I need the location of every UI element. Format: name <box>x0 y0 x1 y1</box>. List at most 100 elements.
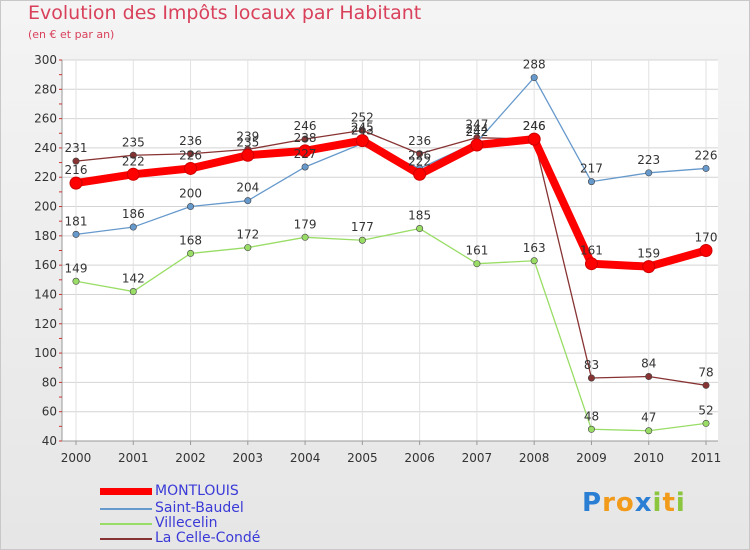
proxiti-logo: Proxiti <box>582 488 686 518</box>
y-tick-label: 120 <box>34 317 57 331</box>
data-point-saint-baudel <box>72 230 80 238</box>
y-tick-label: 260 <box>34 112 57 126</box>
data-label-villecelin: 185 <box>408 209 431 223</box>
logo-letter: t <box>662 488 676 518</box>
data-label-montlouis: 246 <box>523 119 546 133</box>
data-label-montlouis: 226 <box>179 148 202 162</box>
data-point-la-celle-conde <box>358 126 366 134</box>
data-label-villecelin: 48 <box>584 409 599 423</box>
data-point-villecelin <box>129 288 137 296</box>
data-label-la-celle-conde: 231 <box>65 141 88 155</box>
data-point-villecelin <box>473 260 481 268</box>
data-label-saint-baudel: 244 <box>465 122 488 136</box>
data-point-la-celle-conde <box>645 373 653 381</box>
data-point-villecelin <box>587 425 595 433</box>
data-label-villecelin: 149 <box>65 261 88 275</box>
data-label-montlouis: 235 <box>236 135 259 149</box>
data-label-villecelin: 179 <box>294 217 317 231</box>
x-tick-label: 2009 <box>576 451 607 465</box>
data-label-la-celle-conde: 236 <box>179 134 202 148</box>
data-point-villecelin <box>187 249 195 257</box>
data-label-villecelin: 177 <box>351 220 374 234</box>
data-label-saint-baudel: 186 <box>122 207 145 221</box>
chart-subtitle: (en € et par an) <box>28 28 115 41</box>
chart-title: Evolution des Impôts locaux par Habitant <box>28 2 422 24</box>
legend-item-montlouis: MONTLOUIS <box>100 483 320 499</box>
plot-area <box>62 60 718 441</box>
y-tick-label: 200 <box>34 200 57 214</box>
data-label-la-celle-conde: 246 <box>294 119 317 133</box>
legend-swatch-la-celle-conde <box>100 538 152 540</box>
data-point-montlouis <box>470 138 484 152</box>
data-label-montlouis: 245 <box>351 121 374 135</box>
data-point-montlouis <box>126 167 140 181</box>
legend-label-montlouis: MONTLOUIS <box>155 483 239 499</box>
y-tick-label: 160 <box>34 258 57 272</box>
data-label-saint-baudel: 181 <box>65 214 88 228</box>
data-label-saint-baudel: 227 <box>294 147 317 161</box>
x-tick-label: 2000 <box>61 451 92 465</box>
data-point-la-celle-conde <box>187 150 195 158</box>
data-label-saint-baudel: 226 <box>695 148 718 162</box>
data-label-montlouis: 216 <box>65 163 88 177</box>
data-point-villecelin <box>72 277 80 285</box>
data-point-saint-baudel <box>244 197 252 205</box>
y-tick-label: 180 <box>34 229 57 243</box>
data-label-la-celle-conde: 239 <box>236 129 259 143</box>
series-line-villecelin <box>75 227 707 432</box>
data-label-montlouis: 159 <box>637 247 660 261</box>
data-label-saint-baudel: 288 <box>523 58 546 72</box>
data-point-villecelin <box>244 244 252 252</box>
y-tick-label: 240 <box>34 141 57 155</box>
logo-letter: r <box>602 488 616 518</box>
data-point-saint-baudel <box>702 164 710 172</box>
series-line-montlouis <box>72 135 710 271</box>
legend-swatch-saint-baudel <box>100 508 152 510</box>
data-label-villecelin: 142 <box>122 272 145 286</box>
data-point-montlouis <box>584 257 598 271</box>
data-point-montlouis <box>241 148 255 162</box>
data-point-villecelin <box>530 257 538 265</box>
data-point-saint-baudel <box>301 163 309 171</box>
logo-letter: i <box>675 488 686 518</box>
y-tick-label: 40 <box>42 434 57 448</box>
y-tick-label: 220 <box>34 170 57 184</box>
data-point-montlouis <box>298 144 312 158</box>
data-label-villecelin: 163 <box>523 241 546 255</box>
legend-label-saint-baudel: Saint-Baudel <box>155 500 244 516</box>
data-point-saint-baudel <box>187 203 195 211</box>
data-point-la-celle-conde <box>587 374 595 382</box>
data-point-la-celle-conde <box>416 150 424 158</box>
legend-item-villecelin: Villecelin <box>100 515 320 531</box>
data-point-villecelin <box>645 427 653 435</box>
data-label-villecelin: 52 <box>698 403 713 417</box>
legend-label-la-celle-conde: La Celle-Condé <box>155 530 261 546</box>
x-tick-label: 2005 <box>347 451 378 465</box>
data-point-la-celle-conde <box>129 151 137 159</box>
data-point-montlouis <box>413 167 427 181</box>
data-label-la-celle-conde: 235 <box>122 135 145 149</box>
series-line-la-celle-conde <box>75 129 707 386</box>
data-label-villecelin: 47 <box>641 411 656 425</box>
logo-letter: P <box>582 488 603 518</box>
data-point-la-celle-conde <box>301 135 309 143</box>
data-point-montlouis <box>699 244 713 257</box>
line-chart: 40 60 80 100 120 140 160 180 200 220 240 260 280 300 2… <box>34 53 722 465</box>
data-label-saint-baudel: 226 <box>408 148 431 162</box>
data-point-montlouis <box>184 161 198 175</box>
x-tick-label: 2011 <box>691 451 722 465</box>
legend-swatch-villecelin <box>100 523 152 525</box>
data-label-montlouis: 222 <box>122 154 145 168</box>
x-tick-label: 2007 <box>462 451 493 465</box>
data-point-villecelin <box>358 236 366 244</box>
data-label-saint-baudel: 204 <box>236 181 259 195</box>
data-label-saint-baudel: 217 <box>580 162 603 176</box>
data-label-saint-baudel: 243 <box>351 124 374 138</box>
data-point-saint-baudel <box>645 169 653 177</box>
data-point-montlouis <box>527 132 541 146</box>
logo-letter: o <box>615 488 635 518</box>
data-point-saint-baudel <box>129 223 137 231</box>
data-label-la-celle-conde: 236 <box>408 134 431 148</box>
data-label-villecelin: 168 <box>179 233 202 247</box>
x-tick-label: 2004 <box>290 451 321 465</box>
